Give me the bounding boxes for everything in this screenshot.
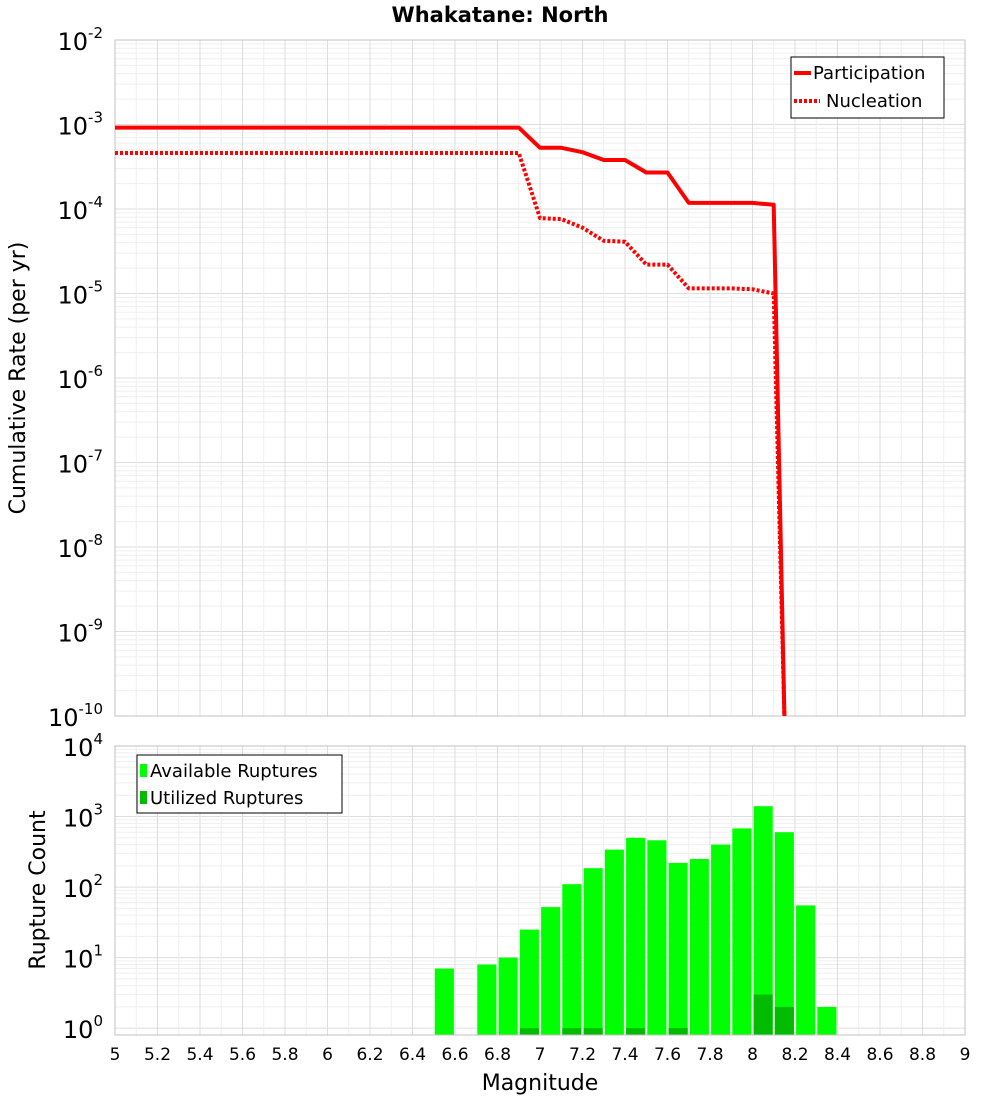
magnitude-tick-label: 8.8	[909, 1045, 936, 1065]
magnitude-tick-label: 8	[747, 1045, 758, 1065]
legend-nucleation-label: Nucleation	[826, 91, 922, 112]
magnitude-tick-label: 8.4	[824, 1045, 851, 1065]
magnitude-tick-label: 9	[960, 1045, 971, 1065]
magnitude-tick-label: 7.6	[654, 1045, 681, 1065]
magnitude-tick-label: 6.8	[484, 1045, 511, 1065]
count-y-tick-label: 104	[63, 730, 103, 762]
magnitude-x-tick-labels: 5 5.2 5.4 5.6 5.8 6 6.2 6.4 6.6 6.8 7 7.2 7.4 7.6 7.8 8…	[110, 1045, 971, 1065]
chart-title: Whakatane: North	[392, 3, 609, 27]
magnitude-tick-label: 6.4	[399, 1045, 426, 1065]
rate-y-tick-label: 10-5	[57, 278, 103, 310]
magnitude-tick-label: 7	[535, 1045, 546, 1065]
available-rupture-bar	[753, 806, 773, 1035]
count-plot-frame	[114, 745, 966, 1036]
magnitude-tick-label: 5.2	[144, 1045, 171, 1065]
rate-y-tick-labels: 10-2 10-3 10-4 10-5 10-6 10-7 10-8 10-9 10-10	[48, 24, 103, 732]
available-rupture-bar	[519, 929, 539, 1035]
available-rupture-bar	[647, 840, 667, 1035]
rate-y-tick-label: 10-4	[57, 193, 103, 225]
magnitude-tick-label: 6.2	[356, 1045, 383, 1065]
rate-lines	[115, 125, 787, 717]
legend-available-label: Available Ruptures	[150, 761, 318, 782]
available-rupture-bar	[434, 968, 454, 1035]
rate-plot-frame	[114, 39, 966, 717]
rate-y-tick-label: 10-3	[57, 109, 103, 141]
utilized-rupture-bar	[583, 1028, 603, 1035]
rate-y-tick-label: 10-10	[48, 700, 103, 732]
count-y-tick-label: 103	[63, 801, 103, 833]
magnitude-tick-label: 7.4	[611, 1045, 638, 1065]
rate-legend-box	[790, 56, 945, 119]
utilized-rupture-bar	[562, 1028, 582, 1035]
x-axis-title: Magnitude	[482, 1071, 599, 1096]
legend-available-swatch	[140, 764, 147, 777]
count-grid	[114, 745, 966, 1035]
count-y-tick-label: 102	[63, 871, 103, 903]
rate-legend: Participation Nucleation	[790, 56, 945, 119]
rate-y-axis-title: Cumulative Rate (per yr)	[6, 242, 31, 515]
available-rupture-bar	[668, 862, 688, 1035]
utilized-rupture-bar	[626, 1028, 646, 1035]
rate-grid	[114, 39, 966, 717]
magnitude-tick-label: 8.6	[866, 1045, 893, 1065]
utilized-rupture-bar	[753, 994, 773, 1035]
count-y-tick-label: 101	[63, 942, 103, 974]
magnitude-tick-label: 7.8	[696, 1045, 723, 1065]
magnitude-tick-label: 7.2	[569, 1045, 596, 1065]
magnitude-tick-label: 5.6	[229, 1045, 256, 1065]
legend-participation-label: Participation	[813, 63, 925, 84]
available-rupture-bar	[626, 837, 646, 1035]
magnitude-tick-label: 5.8	[271, 1045, 298, 1065]
available-rupture-bar	[583, 868, 603, 1035]
available-rupture-bar	[477, 964, 497, 1035]
utilized-rupture-bar	[668, 1028, 688, 1035]
available-rupture-bar	[817, 1006, 837, 1035]
rate-y-tick-label: 10-9	[57, 616, 103, 648]
count-bars	[434, 806, 837, 1035]
rate-y-tick-label: 10-8	[57, 531, 103, 563]
available-rupture-bar	[604, 849, 624, 1035]
rupture-count-panel: 104 103 102 101 100 5 5.2 5.4 5.6 5.8 6 6.2 6.4 6.6 6…	[26, 730, 970, 1096]
legend-utilized-label: Utilized Ruptures	[150, 788, 303, 809]
available-rupture-bar	[711, 844, 731, 1035]
rate-y-tick-label: 10-2	[57, 24, 103, 56]
available-rupture-bar	[562, 884, 582, 1035]
count-y-tick-labels: 104 103 102 101 100	[63, 730, 103, 1044]
count-legend-box	[136, 754, 343, 814]
available-rupture-bar	[541, 907, 561, 1035]
available-rupture-bar	[732, 828, 752, 1035]
magnitude-tick-label: 6.6	[441, 1045, 468, 1065]
available-rupture-bar	[796, 905, 816, 1035]
magnitude-tick-label: 5	[110, 1045, 121, 1065]
rate-y-tick-label: 10-7	[57, 447, 103, 479]
available-rupture-bar	[689, 859, 709, 1035]
rate-panel: 10-2 10-3 10-4 10-5 10-6 10-7 10-8 10-9 10-10 Cu…	[6, 24, 966, 732]
legend-utilized-swatch	[140, 791, 147, 804]
rate-y-tick-label: 10-6	[57, 362, 103, 394]
count-y-axis-title: Rupture Count	[26, 810, 51, 970]
utilized-rupture-bar	[519, 1028, 539, 1035]
participation-line	[115, 125, 787, 717]
available-rupture-bar	[774, 832, 794, 1035]
magnitude-tick-label: 8.2	[781, 1045, 808, 1065]
count-y-tick-label: 100	[63, 1012, 103, 1044]
count-legend: Available Ruptures Utilized Ruptures	[136, 754, 343, 814]
magnitude-tick-label: 5.4	[186, 1045, 213, 1065]
utilized-rupture-bar	[774, 1006, 794, 1035]
available-rupture-bar	[498, 957, 518, 1035]
magnitude-tick-label: 6	[322, 1045, 333, 1065]
